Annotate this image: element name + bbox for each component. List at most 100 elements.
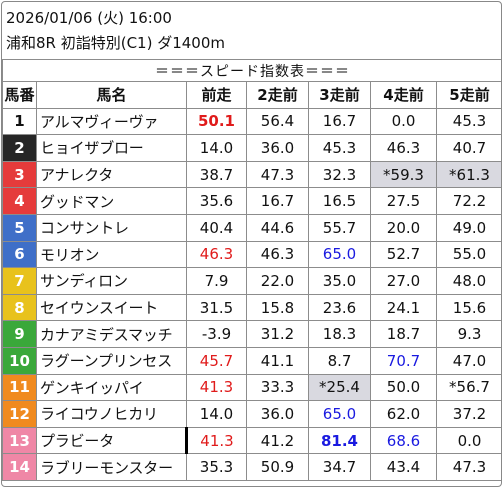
2-races-ago-index: 16.7	[246, 187, 309, 215]
5-races-ago-index: 47.3	[436, 453, 501, 481]
4-races-ago-index: 68.6	[370, 426, 437, 455]
last-race-index: 50.1	[186, 107, 247, 136]
4-races-ago-index: 62.0	[370, 400, 437, 428]
last-race-index: 45.7	[186, 346, 247, 375]
2-races-ago-index: 31.2	[246, 320, 309, 348]
5-races-ago-index: 72.2	[436, 187, 501, 215]
table-row: 14 ラブリーモンスター 35.3 50.9 34.7 43.4 47.3	[2, 453, 501, 481]
horse-number: 12	[2, 400, 37, 428]
horse-number: 3	[2, 160, 37, 189]
header-2-races-ago: 2走前	[246, 81, 309, 109]
table-row: 12 ライコウノヒカリ 14.0 36.0 65.0 62.0 37.2	[2, 400, 501, 428]
2-races-ago-index: 50.9	[246, 453, 309, 481]
header-last-race: 前走	[186, 81, 247, 109]
3-races-ago-index: 34.7	[308, 453, 371, 481]
header-4-races-ago: 4走前	[370, 81, 437, 109]
4-races-ago-index: 46.3	[370, 134, 437, 162]
last-race-index: 41.3	[185, 426, 247, 455]
table-row: 6 モリオン 46.3 46.3 65.0 52.7 55.0	[2, 240, 501, 269]
horse-number: 6	[2, 240, 37, 269]
last-race-index: 38.7	[186, 160, 247, 189]
5-races-ago-index: 37.2	[436, 400, 501, 428]
horse-number: 4	[2, 187, 37, 215]
4-races-ago-index: 18.7	[370, 320, 437, 348]
5-races-ago-index: 15.6	[436, 293, 501, 322]
2-races-ago-index: 33.3	[246, 373, 309, 402]
2-races-ago-index: 15.8	[246, 293, 309, 322]
4-races-ago-index: 27.5	[370, 187, 437, 215]
2-races-ago-index: 41.1	[246, 346, 309, 375]
last-race-index: 46.3	[186, 240, 247, 269]
horse-number: 9	[2, 320, 37, 348]
5-races-ago-index: 48.0	[436, 267, 501, 295]
4-races-ago-index: 50.0	[370, 373, 437, 402]
horse-number: 1	[2, 107, 37, 136]
table-row: 2 ヒョイザブロー 14.0 36.0 45.3 46.3 40.7	[2, 134, 501, 162]
horse-number: 14	[2, 453, 37, 481]
2-races-ago-index: 36.0	[246, 134, 309, 162]
last-race-index: 14.0	[186, 134, 247, 162]
3-races-ago-index: 32.3	[308, 160, 371, 189]
4-races-ago-index: 24.1	[370, 293, 437, 322]
last-race-index: 40.4	[186, 213, 247, 242]
header-5-races-ago: 5走前	[436, 81, 501, 109]
5-races-ago-index: 0.0	[436, 426, 501, 455]
3-races-ago-index: 16.5	[308, 187, 371, 215]
3-races-ago-index: 23.6	[308, 293, 371, 322]
horse-name: モリオン	[36, 240, 187, 269]
5-races-ago-index: *56.7	[436, 373, 501, 402]
last-race-index: 14.0	[186, 400, 247, 428]
2-races-ago-index: 41.2	[246, 426, 309, 455]
horse-number: 2	[2, 134, 37, 162]
2-races-ago-index: 22.0	[246, 267, 309, 295]
horse-number: 11	[2, 373, 37, 402]
2-races-ago-index: 47.3	[246, 160, 309, 189]
horse-number: 10	[2, 346, 37, 375]
horse-name: アルマヴィーヴァ	[36, 107, 187, 136]
table-row: 4 グッドマン 35.6 16.7 16.5 27.5 72.2	[2, 187, 501, 215]
horse-name: サンディロン	[36, 267, 187, 295]
race-datetime: 2026/01/06 (火) 16:00	[6, 9, 172, 27]
horse-number: 7	[2, 267, 37, 295]
4-races-ago-index: 0.0	[370, 107, 437, 136]
4-races-ago-index: 20.0	[370, 213, 437, 242]
horse-number: 5	[2, 213, 37, 242]
5-races-ago-index: 47.0	[436, 346, 501, 375]
header-3-races-ago: 3走前	[308, 81, 371, 109]
race-info: 浦和8R 初詣特別(C1) ダ1400m	[6, 34, 226, 52]
horse-name: グッドマン	[36, 187, 187, 215]
column-header-row: 馬番 馬名 前走 2走前 3走前 4走前 5走前	[2, 81, 501, 109]
last-race-index: 31.5	[186, 293, 247, 322]
table-row: 7 サンディロン 7.9 22.0 35.0 27.0 48.0	[2, 267, 501, 295]
horse-name: カナアミデスマッチ	[36, 320, 187, 348]
last-race-index: 41.3	[186, 373, 247, 402]
5-races-ago-index: *61.3	[436, 160, 501, 189]
horse-name: ラグーンプリンセス	[36, 346, 187, 375]
3-races-ago-index: 16.7	[308, 107, 371, 136]
3-races-ago-index: 55.7	[308, 213, 371, 242]
horse-name: ヒョイザブロー	[36, 134, 187, 162]
3-races-ago-index: 35.0	[308, 267, 371, 295]
horse-number: 13	[2, 426, 37, 455]
last-race-index: 7.9	[186, 267, 247, 295]
horse-name: ラブリーモンスター	[36, 453, 187, 481]
last-race-index: -3.9	[186, 320, 247, 348]
horse-number: 8	[2, 293, 37, 322]
5-races-ago-index: 55.0	[436, 240, 501, 269]
5-races-ago-index: 45.3	[436, 107, 501, 136]
5-races-ago-index: 9.3	[436, 320, 501, 348]
horse-name: ライコウノヒカリ	[36, 400, 187, 428]
4-races-ago-index: 27.0	[370, 267, 437, 295]
last-race-index: 35.6	[186, 187, 247, 215]
horse-name: ゲンキイッパイ	[36, 373, 187, 402]
4-races-ago-index: 52.7	[370, 240, 437, 269]
5-races-ago-index: 40.7	[436, 134, 501, 162]
2-races-ago-index: 36.0	[246, 400, 309, 428]
3-races-ago-index: 65.0	[308, 240, 371, 269]
header-horse-name: 馬名	[36, 81, 187, 109]
table-row: 5 コンサントレ 40.4 44.6 55.7 20.0 49.0	[2, 213, 501, 242]
table-row: 10 ラグーンプリンセス 45.7 41.1 8.7 70.7 47.0	[2, 346, 501, 375]
3-races-ago-index: 81.4	[308, 426, 371, 455]
table-row: 1 アルマヴィーヴァ 50.1 56.4 16.7 0.0 45.3	[2, 107, 501, 136]
last-race-index: 35.3	[186, 453, 247, 481]
